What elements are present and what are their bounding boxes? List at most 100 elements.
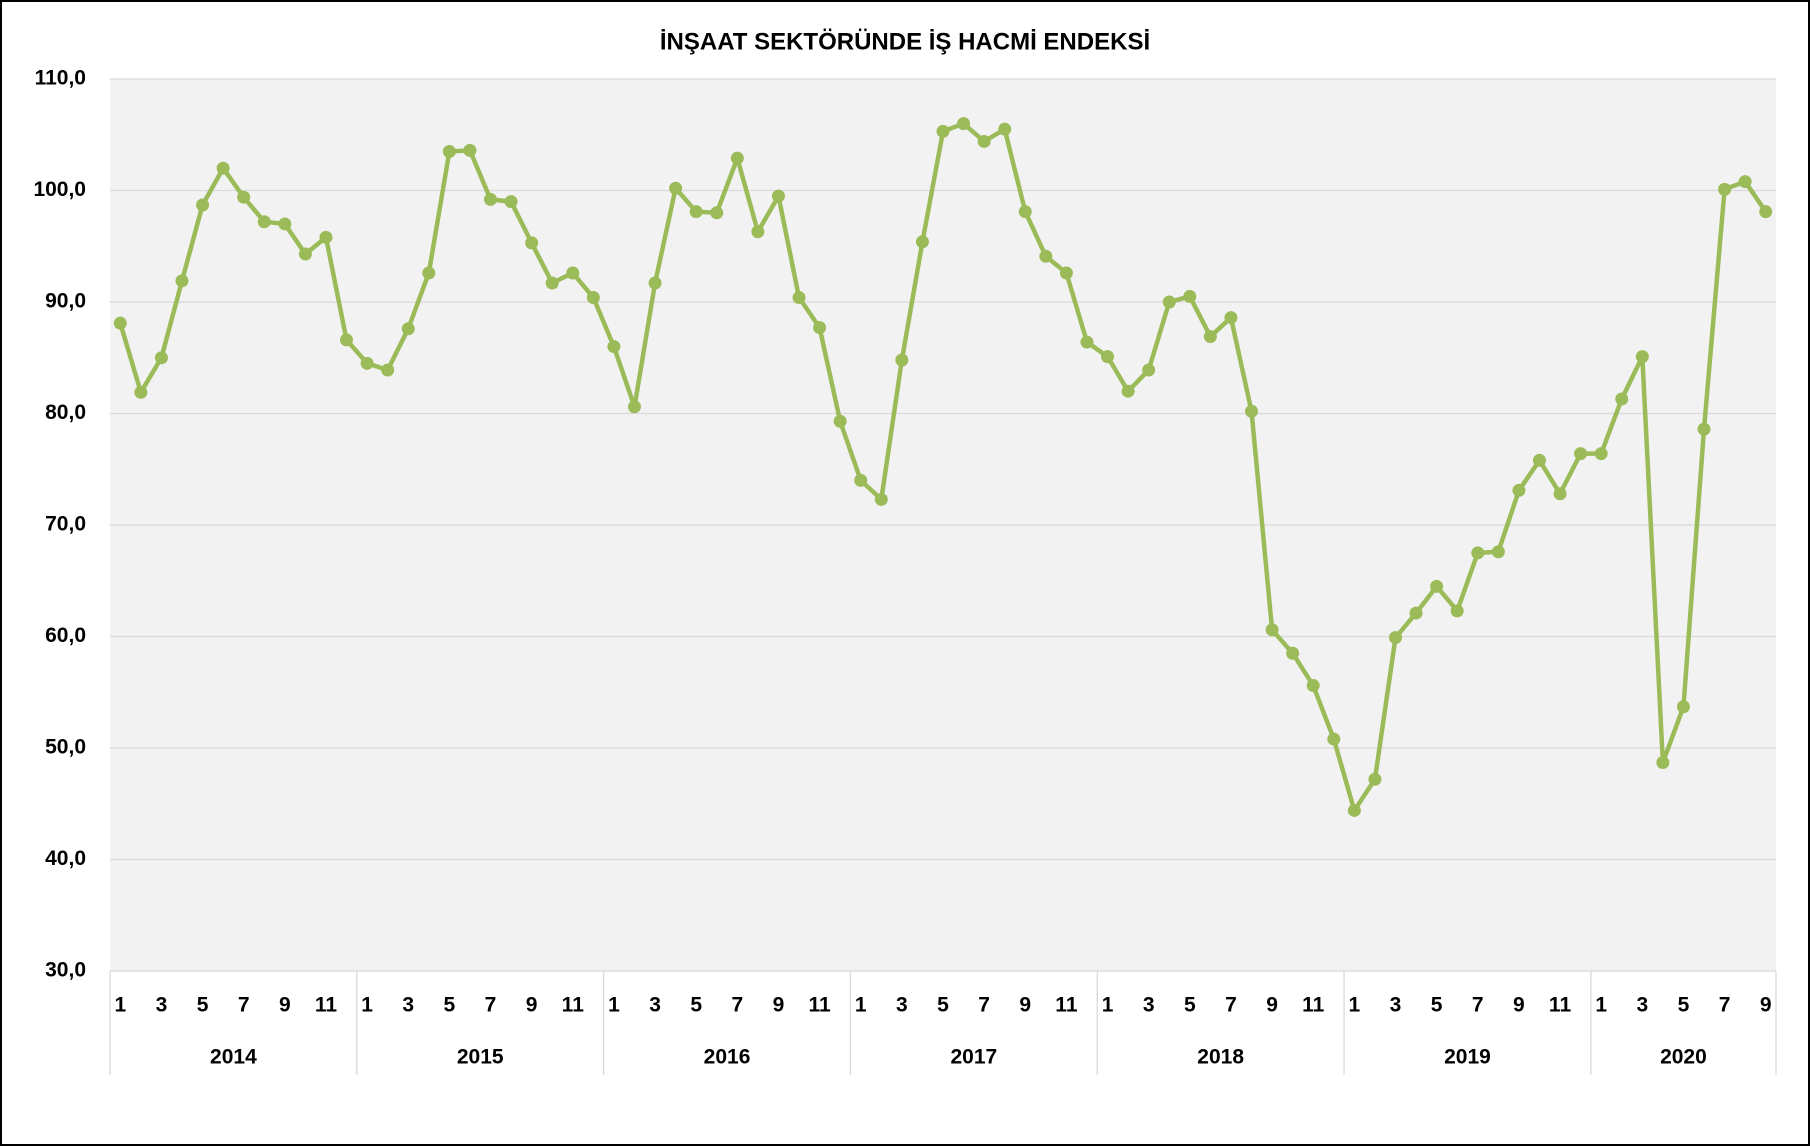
x-tick-label: 3 bbox=[156, 994, 168, 1017]
data-point bbox=[1676, 700, 1690, 714]
data-point bbox=[381, 363, 395, 377]
x-tick-label: 9 bbox=[773, 994, 785, 1017]
x-tick-label: 9 bbox=[1019, 994, 1031, 1017]
data-point bbox=[957, 117, 971, 131]
x-tick-label: 1 bbox=[608, 994, 620, 1017]
x-tick-label: 9 bbox=[1266, 994, 1278, 1017]
data-point bbox=[1286, 646, 1300, 660]
x-tick-label: 5 bbox=[197, 994, 209, 1017]
x-tick-label: 1 bbox=[114, 994, 126, 1017]
x-tick-label: 3 bbox=[402, 994, 414, 1017]
data-point bbox=[648, 276, 662, 290]
x-tick-label: 5 bbox=[1678, 994, 1690, 1017]
data-point bbox=[484, 192, 498, 206]
year-label: 2020 bbox=[1660, 1046, 1707, 1069]
x-tick-label: 5 bbox=[444, 994, 456, 1017]
x-tick-label: 11 bbox=[1549, 994, 1572, 1017]
data-point bbox=[1697, 422, 1711, 436]
data-point bbox=[422, 266, 436, 280]
x-tick-label: 7 bbox=[238, 994, 250, 1017]
data-point bbox=[1183, 289, 1197, 303]
data-point bbox=[1039, 249, 1053, 263]
x-tick-label: 5 bbox=[937, 994, 949, 1017]
data-point bbox=[669, 181, 683, 195]
year-label: 2017 bbox=[950, 1046, 997, 1069]
x-tick-label: 11 bbox=[808, 994, 831, 1017]
data-point bbox=[566, 266, 580, 280]
data-point bbox=[730, 151, 744, 165]
data-point bbox=[936, 124, 950, 138]
x-tick-label: 7 bbox=[1472, 994, 1484, 1017]
x-tick-label: 9 bbox=[526, 994, 538, 1017]
x-tick-label: 7 bbox=[485, 994, 497, 1017]
x-tick-label: 11 bbox=[1055, 994, 1078, 1017]
x-tick-label: 5 bbox=[1184, 994, 1196, 1017]
x-tick-label: 9 bbox=[279, 994, 291, 1017]
y-tick-label: 40,0 bbox=[45, 847, 86, 870]
data-point bbox=[401, 322, 415, 336]
data-point bbox=[998, 122, 1012, 136]
chart-title: İNŞAAT SEKTÖRÜNDE İŞ HACMİ ENDEKSİ bbox=[660, 28, 1150, 55]
data-point bbox=[1101, 350, 1115, 364]
data-point bbox=[710, 206, 724, 220]
year-label: 2019 bbox=[1444, 1046, 1491, 1069]
data-point bbox=[360, 356, 374, 370]
y-tick-label: 90,0 bbox=[45, 290, 86, 313]
x-tick-label: 1 bbox=[1102, 994, 1114, 1017]
data-point bbox=[1738, 175, 1752, 189]
data-point bbox=[1718, 182, 1732, 196]
y-tick-label: 30,0 bbox=[45, 959, 86, 982]
data-point bbox=[895, 353, 909, 367]
data-point bbox=[278, 217, 292, 231]
x-tick-label: 3 bbox=[649, 994, 661, 1017]
data-point bbox=[1265, 623, 1279, 637]
data-point bbox=[1059, 266, 1073, 280]
data-point bbox=[771, 189, 785, 203]
data-point bbox=[237, 190, 251, 204]
x-tick-label: 11 bbox=[562, 994, 585, 1017]
x-tick-label: 5 bbox=[690, 994, 702, 1017]
data-point bbox=[1656, 755, 1670, 769]
data-point bbox=[134, 385, 148, 399]
x-tick-label: 7 bbox=[731, 994, 743, 1017]
data-point bbox=[607, 340, 621, 354]
data-point bbox=[1245, 404, 1259, 418]
data-point bbox=[1594, 447, 1608, 461]
data-point bbox=[1635, 350, 1649, 364]
data-point bbox=[1142, 363, 1156, 377]
data-point bbox=[1327, 732, 1341, 746]
data-point bbox=[627, 400, 641, 414]
data-point bbox=[175, 274, 189, 288]
data-point bbox=[689, 205, 703, 219]
year-label: 2016 bbox=[704, 1046, 751, 1069]
x-tick-label: 7 bbox=[1719, 994, 1731, 1017]
data-point bbox=[504, 195, 518, 209]
data-point bbox=[977, 134, 991, 148]
data-point bbox=[154, 351, 168, 365]
x-tick-label: 3 bbox=[1143, 994, 1155, 1017]
data-point bbox=[1162, 295, 1176, 309]
data-point bbox=[1574, 447, 1588, 461]
data-point bbox=[525, 236, 539, 250]
data-point bbox=[1080, 335, 1094, 349]
data-point bbox=[1615, 392, 1629, 406]
data-point bbox=[792, 291, 806, 305]
year-label: 2018 bbox=[1197, 1046, 1244, 1069]
data-point bbox=[833, 414, 847, 428]
data-point bbox=[257, 215, 271, 229]
data-point bbox=[463, 143, 477, 157]
data-point bbox=[1121, 384, 1135, 398]
y-tick-label: 60,0 bbox=[45, 624, 86, 647]
y-tick-label: 80,0 bbox=[45, 401, 86, 424]
y-tick-label: 70,0 bbox=[45, 513, 86, 536]
data-point bbox=[1347, 803, 1361, 817]
x-tick-label: 5 bbox=[1431, 994, 1443, 1017]
data-point bbox=[442, 144, 456, 158]
year-label: 2015 bbox=[457, 1046, 504, 1069]
x-tick-label: 9 bbox=[1513, 994, 1525, 1017]
x-tick-label: 9 bbox=[1760, 994, 1772, 1017]
data-point bbox=[813, 321, 827, 335]
data-point bbox=[586, 291, 600, 305]
data-point bbox=[545, 276, 559, 290]
